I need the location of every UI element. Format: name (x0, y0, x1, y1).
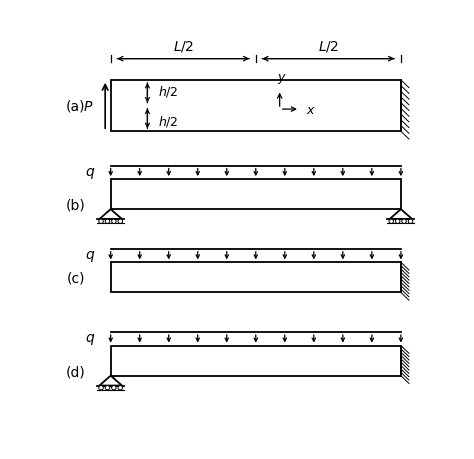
Polygon shape (100, 210, 122, 219)
Circle shape (111, 219, 116, 224)
Text: $q$: $q$ (85, 248, 96, 263)
Circle shape (111, 386, 116, 390)
Bar (110, 346, 401, 376)
Text: $q$: $q$ (85, 165, 96, 180)
Bar (110, 81, 401, 132)
Bar (110, 179, 401, 210)
Text: $q$: $q$ (85, 331, 96, 347)
Text: $h/2$: $h/2$ (158, 84, 179, 99)
Circle shape (402, 219, 406, 224)
Text: $L/2$: $L/2$ (318, 39, 339, 54)
Circle shape (118, 386, 123, 390)
Text: $h/2$: $h/2$ (158, 113, 179, 129)
Polygon shape (390, 210, 412, 219)
Circle shape (105, 219, 110, 224)
Circle shape (408, 219, 413, 224)
Text: (b): (b) (66, 198, 86, 212)
Circle shape (118, 219, 123, 224)
Text: (d): (d) (66, 364, 86, 378)
Text: (c): (c) (66, 271, 85, 285)
Circle shape (389, 219, 393, 224)
Circle shape (395, 219, 400, 224)
Text: (a): (a) (66, 99, 85, 113)
Text: $L/2$: $L/2$ (173, 39, 194, 54)
Polygon shape (100, 376, 122, 386)
Text: $x$: $x$ (306, 103, 316, 116)
Text: $P$: $P$ (83, 99, 94, 113)
Circle shape (105, 386, 110, 390)
Text: $y$: $y$ (276, 72, 286, 86)
Circle shape (99, 219, 103, 224)
Bar (110, 263, 401, 293)
Circle shape (99, 386, 103, 390)
